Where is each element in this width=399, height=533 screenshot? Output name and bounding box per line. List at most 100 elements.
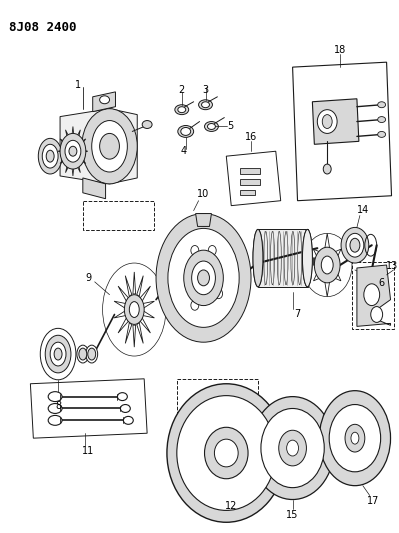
Ellipse shape bbox=[341, 228, 369, 263]
Ellipse shape bbox=[364, 284, 380, 305]
Polygon shape bbox=[357, 265, 391, 326]
Ellipse shape bbox=[142, 120, 152, 128]
Polygon shape bbox=[226, 151, 281, 206]
Polygon shape bbox=[125, 322, 132, 343]
Polygon shape bbox=[314, 267, 323, 281]
Polygon shape bbox=[77, 139, 86, 149]
Polygon shape bbox=[58, 149, 67, 154]
Ellipse shape bbox=[321, 256, 333, 274]
Ellipse shape bbox=[38, 139, 62, 174]
Polygon shape bbox=[79, 149, 88, 154]
Ellipse shape bbox=[378, 102, 385, 108]
Polygon shape bbox=[142, 301, 154, 309]
Ellipse shape bbox=[215, 289, 223, 298]
Ellipse shape bbox=[286, 440, 298, 456]
Ellipse shape bbox=[48, 415, 62, 425]
Bar bbox=[177, 379, 258, 468]
Polygon shape bbox=[125, 276, 132, 296]
Text: 10: 10 bbox=[198, 189, 209, 199]
Polygon shape bbox=[30, 379, 147, 438]
Ellipse shape bbox=[346, 233, 364, 257]
Ellipse shape bbox=[199, 100, 212, 110]
Ellipse shape bbox=[177, 395, 276, 511]
Ellipse shape bbox=[86, 345, 98, 363]
Ellipse shape bbox=[65, 140, 81, 162]
Polygon shape bbox=[65, 158, 71, 173]
Ellipse shape bbox=[156, 214, 251, 342]
Ellipse shape bbox=[54, 348, 62, 360]
Polygon shape bbox=[140, 286, 150, 302]
Polygon shape bbox=[133, 272, 136, 294]
Ellipse shape bbox=[100, 96, 110, 104]
Ellipse shape bbox=[60, 133, 86, 169]
Text: 5: 5 bbox=[227, 122, 233, 132]
Ellipse shape bbox=[205, 427, 248, 479]
Ellipse shape bbox=[124, 295, 144, 325]
Polygon shape bbox=[118, 317, 128, 333]
Polygon shape bbox=[196, 214, 211, 227]
Polygon shape bbox=[118, 286, 128, 302]
Ellipse shape bbox=[120, 405, 130, 413]
Ellipse shape bbox=[42, 144, 58, 168]
Ellipse shape bbox=[82, 109, 137, 184]
Bar bbox=[83, 201, 154, 230]
Text: 2: 2 bbox=[179, 85, 185, 95]
Ellipse shape bbox=[207, 124, 215, 130]
Ellipse shape bbox=[205, 122, 218, 132]
Polygon shape bbox=[140, 317, 150, 333]
Ellipse shape bbox=[48, 403, 62, 414]
Ellipse shape bbox=[191, 246, 199, 255]
Polygon shape bbox=[71, 161, 75, 176]
Bar bbox=[240, 179, 260, 185]
Text: 8: 8 bbox=[55, 400, 61, 410]
Text: 11: 11 bbox=[82, 446, 94, 456]
Ellipse shape bbox=[345, 424, 365, 452]
Polygon shape bbox=[60, 109, 137, 184]
Polygon shape bbox=[93, 92, 115, 111]
Text: 15: 15 bbox=[286, 511, 299, 520]
Ellipse shape bbox=[279, 430, 306, 466]
Text: 4: 4 bbox=[181, 146, 187, 156]
Ellipse shape bbox=[50, 342, 66, 366]
Ellipse shape bbox=[201, 102, 209, 108]
Polygon shape bbox=[75, 130, 80, 144]
Ellipse shape bbox=[251, 397, 334, 499]
Ellipse shape bbox=[69, 146, 77, 156]
Polygon shape bbox=[114, 301, 126, 309]
Ellipse shape bbox=[350, 238, 360, 252]
Ellipse shape bbox=[302, 229, 312, 287]
Text: 17: 17 bbox=[367, 496, 379, 505]
Ellipse shape bbox=[117, 393, 127, 401]
Ellipse shape bbox=[302, 229, 312, 287]
Polygon shape bbox=[77, 154, 86, 164]
Ellipse shape bbox=[208, 246, 216, 255]
Polygon shape bbox=[324, 233, 330, 252]
Ellipse shape bbox=[371, 306, 383, 322]
Text: 3: 3 bbox=[202, 85, 209, 95]
Polygon shape bbox=[137, 322, 143, 343]
Text: 1: 1 bbox=[75, 80, 81, 90]
Polygon shape bbox=[292, 62, 391, 201]
Ellipse shape bbox=[319, 391, 391, 486]
Ellipse shape bbox=[198, 270, 209, 286]
Ellipse shape bbox=[317, 110, 337, 133]
Polygon shape bbox=[133, 325, 136, 347]
Ellipse shape bbox=[175, 104, 189, 115]
Text: 9: 9 bbox=[86, 273, 92, 283]
Polygon shape bbox=[83, 178, 106, 199]
Text: 13: 13 bbox=[386, 261, 399, 271]
Ellipse shape bbox=[253, 229, 263, 287]
Ellipse shape bbox=[253, 229, 263, 287]
Text: 8J08 2400: 8J08 2400 bbox=[9, 21, 76, 34]
Text: 6: 6 bbox=[379, 278, 385, 288]
Ellipse shape bbox=[88, 348, 96, 360]
Ellipse shape bbox=[92, 120, 127, 172]
Ellipse shape bbox=[168, 229, 239, 327]
Ellipse shape bbox=[323, 164, 331, 174]
Ellipse shape bbox=[184, 250, 223, 305]
Ellipse shape bbox=[181, 127, 191, 135]
Bar bbox=[240, 190, 255, 195]
Ellipse shape bbox=[77, 345, 89, 363]
Ellipse shape bbox=[45, 335, 71, 373]
Ellipse shape bbox=[178, 107, 186, 112]
